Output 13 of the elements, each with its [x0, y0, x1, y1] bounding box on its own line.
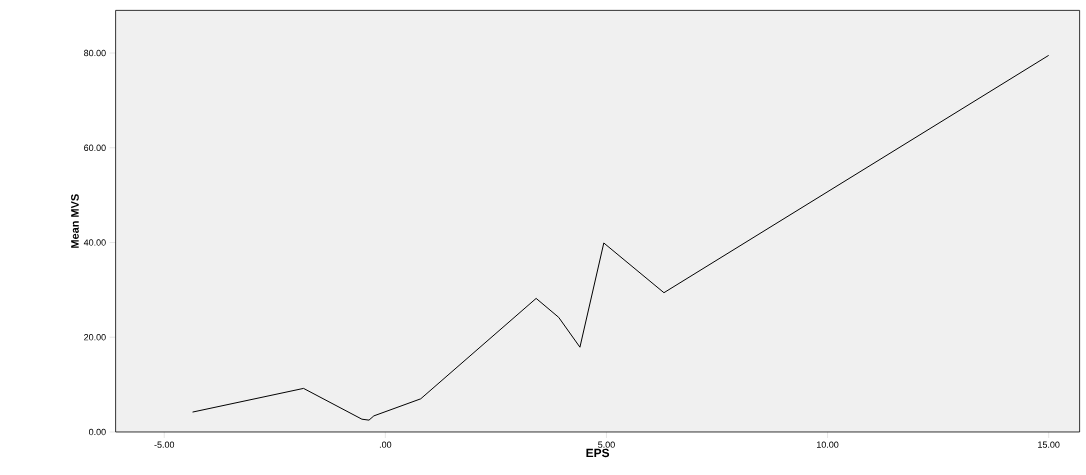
x-tick-label: 15.00: [1038, 441, 1060, 448]
x-tick-label: -5.00: [154, 441, 175, 448]
x-tick-label: 5.00: [598, 441, 615, 448]
y-tick-label: 0.00: [88, 428, 106, 436]
y-tick-label: 80.00: [84, 49, 106, 57]
y-tick-label: 60.00: [84, 144, 106, 151]
line-series: [192, 54, 1050, 421]
x-tick-label: .00: [379, 441, 392, 448]
x-tick-label: 10.00: [817, 441, 839, 448]
x-axis-title: EPS: [586, 448, 610, 458]
y-tick-label: 20.00: [84, 334, 106, 341]
y-axis-title: Mean MVS: [71, 194, 79, 248]
y-tick-label: 40.00: [83, 239, 106, 246]
